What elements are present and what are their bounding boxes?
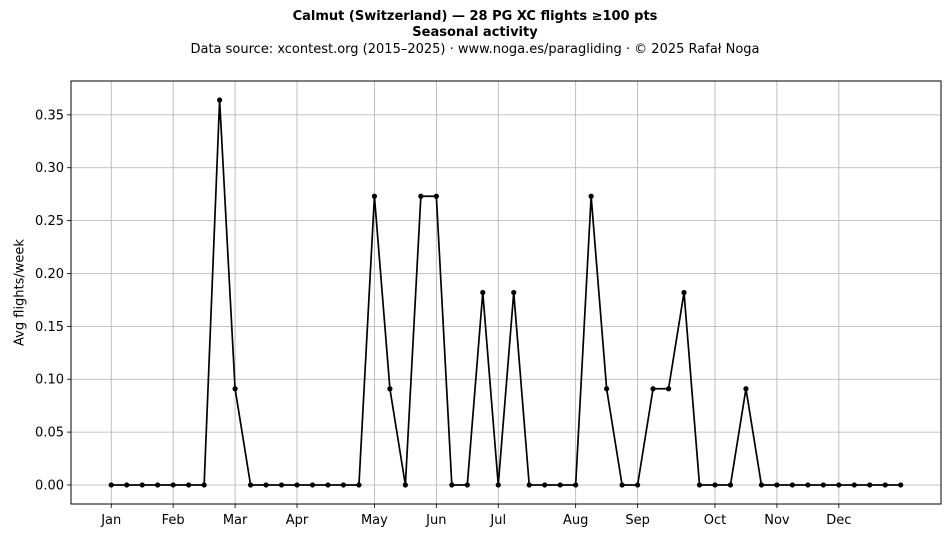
y-tick-label: 0.20: [35, 267, 64, 282]
data-point: [433, 193, 439, 199]
data-point: [325, 482, 331, 488]
x-tick-label: Mar: [223, 513, 248, 528]
series-line: [111, 99, 901, 486]
data-point: [650, 386, 656, 392]
x-tick-label: Oct: [704, 513, 726, 528]
data-point: [124, 482, 130, 488]
data-point: [139, 482, 145, 488]
x-tick-label: Jun: [425, 513, 446, 528]
data-point: [356, 482, 362, 488]
data-point: [882, 482, 888, 488]
data-point: [294, 482, 300, 488]
data-point: [186, 482, 192, 488]
data-point: [758, 482, 765, 488]
data-point: [278, 482, 285, 488]
y-tick-label: 0.30: [35, 161, 64, 176]
data-point: [681, 289, 687, 296]
x-tick-label: Jan: [100, 513, 121, 528]
data-point: [542, 482, 548, 488]
y-tick-label: 0.15: [35, 320, 64, 335]
data-point: [449, 482, 455, 488]
data-point: [511, 289, 517, 296]
data-point: [371, 193, 378, 199]
y-tick-label: 0.10: [35, 373, 64, 388]
data-point: [696, 482, 703, 488]
grid: [71, 81, 941, 504]
data-point: [836, 482, 842, 488]
data-point: [851, 482, 857, 488]
data-point: [789, 482, 795, 488]
data-point: [619, 482, 625, 488]
data-point: [201, 482, 207, 488]
data-point: [604, 386, 610, 392]
y-axis: 0.00 0.05 0.10 0.15 0.20 0.25 0.30 0.35: [35, 108, 71, 493]
x-tick-label: Nov: [764, 513, 790, 528]
data-point: [247, 482, 254, 488]
data-point: [108, 482, 114, 488]
plot-frame: [70, 80, 942, 505]
data-point: [263, 482, 269, 488]
y-tick-label: 0.05: [35, 426, 64, 441]
x-tick-label: May: [361, 513, 388, 528]
data-point: [898, 482, 904, 488]
x-axis: Jan Feb Mar Apr May Jun Jul Aug Sep Oct Nov Dec: [100, 504, 851, 528]
y-tick-label: 0.00: [35, 478, 64, 493]
data-point: [155, 482, 161, 488]
data-point: [712, 482, 718, 488]
data-point: [634, 482, 641, 488]
data-point: [526, 482, 532, 488]
x-tick-label: Dec: [826, 513, 851, 528]
data-point: [557, 482, 563, 488]
x-tick-label: Apr: [286, 513, 309, 528]
data-point: [232, 386, 238, 392]
data-point: [464, 482, 470, 488]
chart-source: Data source: xcontest.org (2015–2025) · …: [190, 42, 760, 57]
x-tick-label: Aug: [563, 513, 588, 528]
x-tick-label: Jul: [489, 513, 506, 528]
data-point: [418, 193, 424, 199]
chart-title: Calmut (Switzerland) — 28 PG XC flights …: [292, 9, 658, 24]
data-point: [588, 193, 594, 199]
data-point: [573, 482, 579, 488]
data-point: [820, 482, 826, 488]
y-axis-label: Avg flights/week: [13, 239, 28, 346]
data-point: [727, 482, 734, 488]
data-point: [387, 386, 393, 392]
y-tick-label: 0.35: [35, 108, 64, 123]
x-tick-label: Sep: [625, 513, 650, 528]
data-point: [665, 386, 672, 392]
data-point: [867, 482, 873, 488]
data-point: [340, 482, 347, 488]
chart-subtitle: Seasonal activity: [412, 25, 538, 40]
data-point: [170, 482, 176, 488]
data-point: [743, 386, 749, 392]
x-tick-label: Feb: [162, 513, 185, 528]
data-point: [402, 482, 408, 488]
data-point: [805, 482, 811, 488]
data-point: [495, 482, 501, 488]
data-point: [217, 97, 223, 103]
data-point: [309, 482, 316, 488]
data-point: [480, 289, 486, 296]
series-points: [108, 97, 904, 488]
y-tick-label: 0.25: [35, 214, 64, 229]
data-point: [774, 482, 780, 488]
